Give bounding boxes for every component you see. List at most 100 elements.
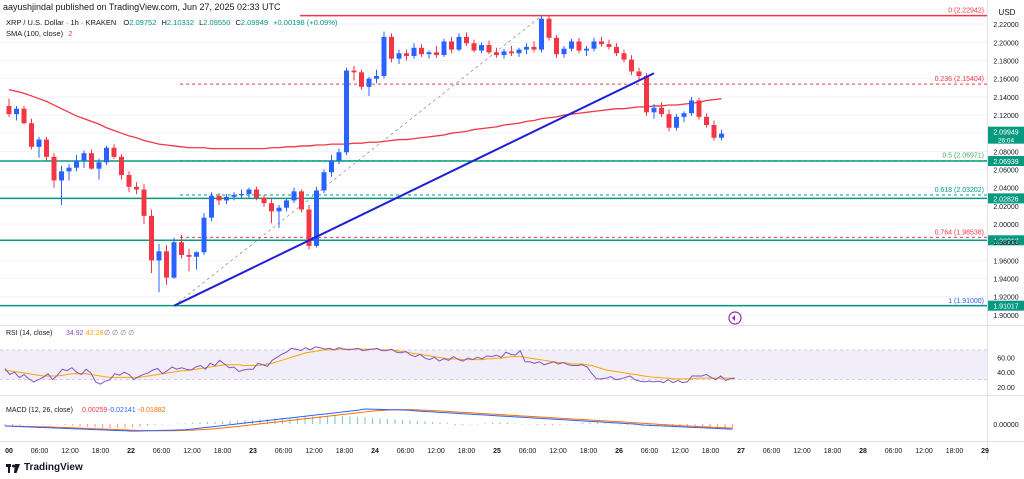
candle — [659, 102, 664, 117]
tradingview-logo[interactable]: TradingView — [6, 463, 83, 473]
close-label: C — [235, 18, 241, 27]
candle — [291, 187, 297, 204]
candle — [584, 45, 589, 56]
candle — [254, 186, 259, 201]
macd-histogram-bar — [161, 424, 164, 425]
macd-histogram-bar — [454, 424, 456, 426]
candle — [329, 155, 334, 177]
macd-histogram-bar — [146, 424, 149, 426]
macd-histogram-bar — [116, 424, 119, 428]
candle-body — [576, 41, 582, 51]
macd-histogram-bar — [266, 418, 269, 424]
candle — [276, 204, 282, 228]
macd-histogram-bar — [574, 423, 576, 425]
candle-body — [231, 194, 237, 197]
macd-signal-value: -0.01882 — [138, 407, 166, 414]
horizontal-levels[interactable]: 2.06939 2.02826 1.98213 1.91017 — [0, 156, 1024, 311]
fib-level-label: 0.5 (2.06971) — [942, 153, 984, 160]
currency-label: USD — [999, 8, 1016, 17]
candle — [284, 198, 289, 212]
time-tick-label: 12:00 — [61, 448, 79, 455]
candle — [299, 189, 304, 213]
time-tick-label: 27 — [737, 448, 745, 455]
macd-histogram-bar — [86, 424, 89, 428]
macd-histogram-bar — [11, 424, 14, 426]
candle-body — [224, 196, 229, 201]
candle — [74, 155, 79, 172]
candle-body — [614, 46, 619, 54]
replay-icon[interactable] — [728, 311, 742, 325]
candle-body — [366, 78, 372, 87]
macd-histogram-bar — [416, 421, 419, 424]
candle-body — [644, 75, 649, 113]
candle — [29, 118, 34, 150]
price-axis[interactable]: 2.22000 2.20000 2.18000 2.16000 2.14000 2.120… — [988, 22, 1024, 320]
macd-histogram-bar — [499, 422, 501, 424]
candle-body — [201, 217, 207, 253]
candle — [231, 192, 237, 201]
candle — [404, 49, 409, 61]
rsi-ma-value: 42.28 — [86, 330, 104, 337]
rsi-tick-label: 20.00 — [997, 385, 1015, 392]
macd-histogram-bar — [604, 422, 606, 424]
time-tick-label: 22 — [127, 448, 135, 455]
sma-label[interactable]: SMA (100, close) — [6, 29, 64, 38]
candle-body — [141, 189, 147, 216]
macd-histogram-bar — [469, 424, 471, 425]
time-tick-label: 24 — [371, 448, 379, 455]
candle — [201, 213, 207, 255]
candle — [141, 184, 147, 225]
candle — [591, 37, 597, 52]
candle — [531, 41, 537, 53]
macd-histogram-bar — [716, 424, 719, 428]
macd-histogram-bar — [169, 424, 171, 425]
candle — [599, 36, 604, 47]
last-price-countdown: 26:04 — [998, 138, 1015, 145]
last-price-tag — [988, 126, 1024, 144]
candle-body — [554, 37, 559, 55]
candle-body — [689, 100, 694, 114]
macd-histogram-bar — [191, 422, 194, 424]
price-tick-label: 2.20000 — [993, 40, 1018, 47]
candle — [546, 15, 552, 41]
candle-body — [6, 105, 12, 115]
symbol-ohlc-legend[interactable]: XRP / U.S. Dollar · 1h · KRAKEN O2.09752… — [6, 19, 337, 27]
candle-body — [126, 174, 132, 187]
macd-histogram-bar — [394, 419, 396, 424]
candle-body — [111, 147, 117, 157]
support-level-tag — [988, 156, 1024, 167]
trendline[interactable] — [173, 72, 655, 307]
candle-body — [246, 189, 252, 195]
candle-body — [336, 152, 342, 161]
macd-histogram-bar — [424, 421, 426, 424]
candle-body — [164, 251, 169, 278]
candle-body — [194, 252, 199, 257]
macd-histogram-bar — [664, 424, 666, 427]
candle — [389, 33, 394, 63]
sma-legend[interactable]: SMA (100, close) 2 — [6, 30, 72, 38]
candle-body — [351, 70, 357, 73]
candle — [456, 33, 462, 52]
candle — [711, 120, 717, 141]
candle-body — [584, 48, 589, 51]
candle — [126, 171, 132, 193]
time-axis[interactable]: 00 06:00 12:00 18:00 22 06:00 12:00 18:00 23 06:0… — [5, 448, 989, 455]
candle-body — [659, 107, 664, 115]
time-tick-label: 06:00 — [885, 448, 903, 455]
candle-body — [344, 70, 349, 153]
candle-body — [261, 197, 267, 204]
candle — [216, 193, 222, 205]
candle — [89, 149, 94, 170]
macd-hist-value: 0.00259 — [82, 407, 107, 414]
candle — [306, 204, 312, 250]
macd-histogram-bar — [176, 423, 179, 425]
macd-histogram-bar — [701, 424, 704, 428]
candle-body — [381, 36, 387, 76]
symbol-title[interactable]: XRP / U.S. Dollar · 1h · KRAKEN — [6, 18, 117, 27]
candle — [674, 114, 679, 131]
high-value: 2.10332 — [166, 18, 195, 27]
macd-histogram-bar — [244, 420, 246, 424]
candle — [209, 192, 214, 222]
support-level-value: 2.02826 — [993, 196, 1018, 203]
